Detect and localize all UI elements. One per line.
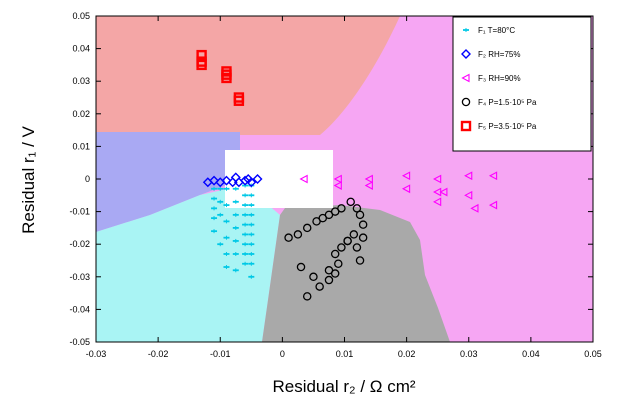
x-tick-labels: -0.03 -0.02 -0.01 0 0.01 0.02 0.03 0.04 0.05: [86, 349, 602, 359]
point-s3-16: [488, 200, 498, 210]
y-axis-label: Residual r₁ / V: [19, 125, 38, 233]
point-s3-5: [364, 181, 373, 190]
x-tick-label: 0.03: [460, 349, 478, 359]
x-tick-label: 0.01: [336, 349, 354, 359]
y-tick-labels: 0.05 0.04 0.03 0.02 0.01 0 -0.01 -0.02 -0.03 -0.0…: [69, 11, 90, 347]
y-tick-label: -0.01: [69, 207, 90, 217]
point-s2-8: [240, 175, 251, 186]
region-white-center: [225, 150, 333, 208]
x-tick-label: -0.01: [210, 349, 231, 359]
point-s4-8: [337, 204, 346, 213]
y-tick-label: -0.05: [69, 337, 90, 347]
point-s3-2: [333, 174, 342, 184]
x-tick-label: 0.04: [522, 349, 540, 359]
point-s5-1: [196, 49, 207, 61]
point-s4-27: [355, 256, 365, 265]
point-s4-17: [352, 243, 362, 252]
point-s3-15: [488, 171, 498, 181]
point-s4-1: [284, 233, 293, 242]
point-s4-21: [309, 272, 318, 282]
legend-marker-3: [461, 73, 470, 83]
region-pink: [96, 16, 400, 135]
point-s4-23: [302, 292, 312, 301]
point-s4-16: [330, 249, 340, 259]
region-cyan: [96, 185, 280, 342]
legend-label-5: F₅ P=3.5·10⁵ Pa: [478, 122, 537, 131]
point-s4-19: [334, 259, 343, 269]
point-s4-13: [349, 230, 359, 239]
legend-entry-2: F₂ RH=75%: [461, 49, 520, 59]
series-3: [299, 171, 498, 213]
point-s3-1: [299, 174, 308, 184]
point-s3-3: [333, 181, 342, 190]
point-s4-11: [355, 210, 365, 220]
series-5: [196, 49, 245, 106]
legend-marker-4: [461, 97, 471, 107]
point-s2-11: [252, 174, 263, 184]
x-tick-label: -0.03: [86, 349, 107, 359]
point-s3-13: [464, 190, 473, 200]
y-tick-label: 0.04: [72, 44, 90, 54]
y-tick-label: -0.02: [69, 239, 90, 249]
point-s3-10: [433, 197, 442, 207]
point-s5-6: [221, 69, 232, 80]
legend-box: [452, 16, 592, 152]
y-tick-label: -0.03: [69, 272, 90, 282]
y-tick-label: 0.03: [72, 76, 90, 86]
data-markers: [196, 49, 498, 301]
point-s4-24: [315, 282, 324, 291]
point-s4-18: [343, 236, 352, 246]
x-tick-label: -0.02: [148, 349, 169, 359]
region-blue: [96, 132, 240, 232]
legend-entry-4: F₄ P=1.5·10⁵ Pa: [461, 97, 537, 107]
point-s4-22: [296, 262, 306, 272]
point-s3-4: [364, 174, 373, 184]
legend-marker-2: [461, 49, 471, 59]
point-s2-4: [221, 175, 232, 186]
point-s3-14: [470, 203, 479, 213]
point-s4-12: [358, 220, 368, 229]
series-4: [284, 197, 368, 301]
legend: F₁ T=80°C F₂ RH=75% F₃ RH=90% F₄ P=1.5·10⁵ …: [452, 16, 592, 152]
x-tick-label: 0.05: [584, 349, 602, 359]
point-s3-12: [464, 171, 473, 181]
point-s3-6: [401, 171, 411, 181]
legend-entry-3: F₃ RH=90%: [461, 73, 521, 83]
legend-label-3: F₃ RH=90%: [478, 74, 521, 83]
point-s5-3: [196, 59, 207, 71]
point-s2-2: [209, 175, 220, 186]
legend-entry-1: F₁ T=80°C: [463, 26, 515, 35]
point-s4-3: [302, 223, 312, 233]
point-s3-7: [401, 184, 411, 194]
point-s5-8: [233, 95, 245, 106]
x-tick-label: 0.02: [398, 349, 416, 359]
point-s4-15: [337, 243, 346, 252]
legend-label-2: F₂ RH=75%: [478, 50, 520, 59]
y-tick-label: -0.04: [69, 304, 90, 314]
y-tick-label: 0.01: [72, 141, 90, 151]
x-tick-label: 0: [280, 349, 285, 359]
legend-label-4: F₄ P=1.5·10⁵ Pa: [478, 98, 537, 107]
point-s3-8: [433, 174, 442, 184]
point-s4-25: [324, 275, 334, 285]
point-s2-10: [246, 177, 257, 188]
point-s4-9: [346, 197, 355, 207]
point-s4-26: [330, 269, 340, 278]
y-tick-label: 0: [85, 174, 90, 184]
x-axis-label: Residual r₂ / Ω cm²: [272, 377, 415, 396]
legend-marker-5: [460, 120, 472, 132]
legend-label-1: F₁ T=80°C: [478, 26, 515, 35]
point-s3-11: [439, 187, 448, 197]
series-2: [202, 172, 263, 188]
y-tick-label: 0.05: [72, 11, 90, 21]
point-s4-28: [358, 233, 368, 242]
region-gray: [262, 205, 450, 342]
series-1: [211, 183, 255, 279]
point-s4-2: [293, 230, 303, 239]
point-s4-10: [352, 204, 362, 213]
legend-entry-5: F₅ P=3.5·10⁵ Pa: [460, 120, 537, 132]
y-tick-label: 0.02: [72, 109, 90, 119]
